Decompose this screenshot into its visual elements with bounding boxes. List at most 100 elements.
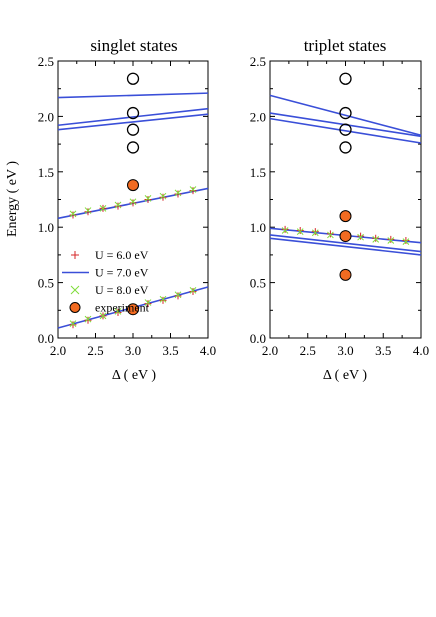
marker-plus-u6: [402, 236, 410, 244]
experiment-filled-circle: [339, 230, 352, 243]
x-tick-label: 2.0: [262, 343, 278, 358]
x-tick-label: 3.0: [337, 343, 353, 358]
series-line-u7: [269, 117, 422, 144]
marker-x-u8: [69, 320, 77, 327]
marker-plus-u6: [281, 225, 289, 233]
marker-x-u8: [189, 186, 197, 193]
marker-x-u8: [144, 195, 152, 202]
marker-x-u8: [99, 312, 107, 320]
experiment-open-circle: [126, 141, 140, 154]
marker-plus-u6: [114, 202, 122, 210]
marker-x-u8: [372, 236, 380, 243]
marker-x-u8: [159, 295, 167, 303]
y-tick-label: 0.5: [250, 276, 266, 291]
legend-x-symbol: [70, 285, 80, 295]
series-line-u7: [57, 113, 209, 131]
marker-x-u8: [387, 237, 395, 244]
x-tick-label: 4.0: [200, 343, 216, 358]
legend-plus-symbol: [71, 251, 79, 259]
marker-x-u8: [189, 287, 197, 294]
series-line-u7: [269, 234, 422, 253]
y-tick-label: 1.0: [38, 220, 54, 235]
marker-plus-u6: [174, 292, 182, 300]
marker-plus-u6: [189, 187, 197, 195]
marker-plus-u6: [159, 193, 167, 201]
singlet-panel: 2.0 2.5 3.0 3.5 4.0 0.0 0.5 1.0 1.5 2.0 2.5 U = 6.0…: [38, 54, 216, 358]
marker-plus-u6: [69, 211, 77, 219]
plot-frame: [269, 60, 422, 339]
legend-label: U = 6.0 eV: [95, 248, 149, 262]
experiment-open-circle: [126, 106, 140, 120]
triplet-panel: 2.0 2.5 3.0 3.5 4.0 0.0 0.5 1.0 1.5 2.0 2.5: [250, 54, 429, 358]
marker-plus-u6: [326, 230, 334, 238]
y-tick-label: 0.0: [250, 331, 266, 346]
marker-x-u8: [311, 229, 319, 237]
marker-plus-u6: [387, 235, 395, 243]
marker-plus-u6: [372, 234, 380, 242]
marker-x-u8: [69, 210, 77, 218]
legend-label: U = 8.0 eV: [95, 283, 149, 297]
marker-x-u8: [84, 207, 92, 214]
experiment-filled-circle: [127, 179, 139, 192]
marker-plus-u6: [174, 190, 182, 198]
y-tick-label: 2.5: [38, 54, 54, 69]
experiment-filled-circle: [339, 268, 352, 281]
marker-plus-u6: [189, 287, 197, 295]
marker-plus-u6: [311, 228, 319, 236]
y-tick-label: 0.5: [38, 276, 54, 291]
experiment-open-circle: [126, 72, 140, 85]
marker-x-u8: [327, 231, 334, 239]
marker-x-u8: [144, 299, 152, 306]
experiment-open-circle: [126, 123, 140, 136]
x-tick-label: 2.5: [87, 343, 103, 358]
series-line-u7: [269, 237, 422, 256]
marker-x-u8: [99, 205, 107, 212]
experiment-open-circle: [339, 123, 352, 136]
marker-x-u8: [281, 227, 289, 234]
singlet-x-axis-label: Δ ( eV ): [112, 368, 156, 383]
y-tick-label: 2.0: [250, 109, 266, 124]
marker-x-u8: [114, 308, 122, 315]
y-tick-label: 2.5: [250, 54, 266, 69]
marker-plus-u6: [296, 227, 304, 235]
x-tick-label: 4.0: [413, 343, 429, 358]
x-tick-label: 3.5: [162, 343, 178, 358]
legend-circle-symbol: [69, 302, 81, 313]
marker-x-u8: [174, 291, 182, 299]
marker-plus-u6: [144, 196, 152, 203]
marker-x-u8: [402, 238, 410, 245]
experiment-open-circle: [339, 72, 352, 85]
marker-plus-u6: [114, 309, 122, 317]
marker-x-u8: [129, 198, 137, 206]
y-tick-label: 1.0: [250, 220, 266, 235]
singlet-panel-title: singlet states: [90, 36, 177, 55]
marker-plus-u6: [159, 296, 167, 304]
x-tick-label: 2.5: [300, 343, 316, 358]
y-tick-label: 1.5: [250, 165, 266, 180]
x-tick-label: 2.0: [50, 343, 66, 358]
marker-x-u8: [296, 228, 304, 235]
experiment-open-circle: [339, 106, 352, 120]
series-line-u7: [57, 92, 209, 99]
legend-label: experiment: [95, 301, 150, 315]
triplet-x-axis-label: Δ ( eV ): [323, 368, 367, 383]
marker-plus-u6: [144, 300, 152, 308]
marker-plus-u6: [357, 232, 365, 240]
marker-x-u8: [174, 189, 182, 197]
y-axis-label: Energy ( eV ): [5, 161, 20, 237]
marker-x-u8: [114, 201, 122, 209]
marker-plus-u6: [129, 199, 137, 207]
marker-plus-u6: [84, 316, 92, 324]
y-tick-label: 0.0: [38, 331, 54, 346]
series-line-u7: [269, 94, 422, 137]
experiment-filled-circle: [339, 210, 352, 223]
legend-label: U = 7.0 eV: [95, 266, 149, 280]
x-tick-label: 3.0: [125, 343, 141, 358]
y-tick-label: 1.5: [38, 165, 54, 180]
series-line-u7: [57, 107, 209, 127]
marker-plus-u6: [69, 321, 77, 329]
marker-x-u8: [159, 192, 167, 200]
marker-x-u8: [357, 233, 364, 241]
experiment-open-circle: [339, 141, 352, 154]
